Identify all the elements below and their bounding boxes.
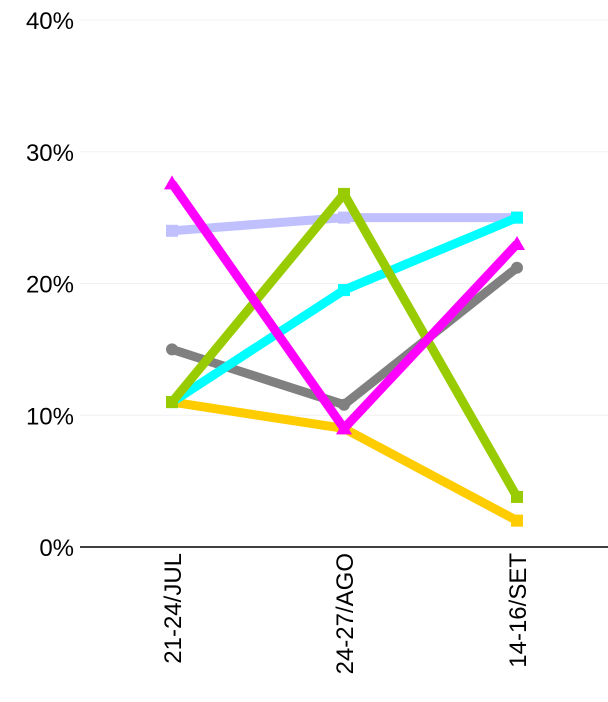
- y-tick-label: 0%: [39, 535, 74, 562]
- series-marker: [338, 211, 350, 224]
- y-tick-label: 10%: [26, 403, 74, 430]
- series-marker: [511, 211, 523, 224]
- series-marker: [509, 235, 525, 250]
- series-marker: [338, 284, 350, 297]
- series-marker: [336, 420, 352, 435]
- series-line: [171, 397, 520, 525]
- x-tick-label: 14-16/SET: [505, 553, 532, 668]
- series-marker: [511, 514, 523, 527]
- series-lines: [164, 175, 525, 527]
- tick-labels: 0% 10% 20% 30% 40% 21-24/JUL 24-27/AGO 14-16/SE…: [26, 8, 532, 674]
- series-marker: [166, 343, 178, 356]
- y-tick-label: 30%: [26, 140, 74, 167]
- gridlines: [80, 19, 608, 416]
- series-marker: [166, 224, 178, 237]
- x-tick-label: 24-27/AGO: [332, 553, 359, 674]
- y-tick-label: 40%: [26, 8, 74, 35]
- series-marker: [166, 396, 178, 409]
- series-marker: [338, 398, 350, 411]
- series-marker: [511, 261, 523, 274]
- x-tick-label: 21-24/JUL: [160, 553, 187, 664]
- series-marker: [164, 175, 180, 190]
- series-marker: [338, 187, 350, 200]
- y-tick-label: 20%: [26, 272, 74, 299]
- series-marker: [511, 490, 523, 503]
